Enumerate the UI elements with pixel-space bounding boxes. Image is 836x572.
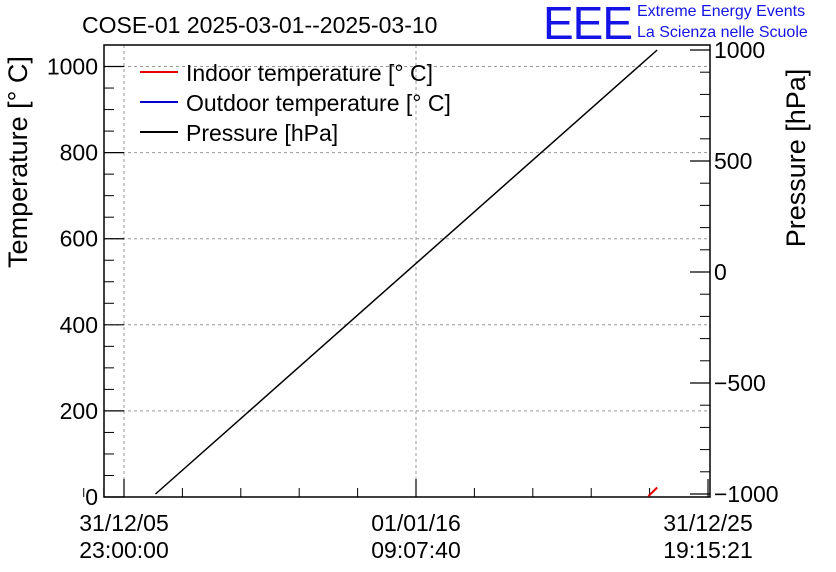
x-tick-label-time: 19:15:21 <box>663 537 753 563</box>
axis-labels: 0 200 400 600 800 1000 −1000 −500 0 500 1000 31/12/… <box>3 12 811 563</box>
legend-label: Outdoor temperature [° C] <box>186 90 451 116</box>
org-name-line2: La Scienza nelle Scuole <box>637 24 808 41</box>
axes <box>83 44 711 498</box>
chart-title: COSE-01 2025-03-01--2025-03-10 <box>82 12 437 38</box>
y-tick-label: 0 <box>85 484 98 510</box>
y-axis-label: Temperature [° C] <box>3 56 33 268</box>
org-name-line1: Extreme Energy Events <box>637 3 806 20</box>
x-tick-label-date: 31/12/05 <box>79 510 169 536</box>
x-tick-label-date: 01/01/16 <box>371 510 461 536</box>
legend: Indoor temperature [° C] Outdoor temperat… <box>140 60 451 146</box>
series-line <box>647 486 658 497</box>
plot-frame <box>103 44 711 498</box>
y2-tick-label: 500 <box>714 148 752 174</box>
x-tick-label-date: 31/12/25 <box>663 510 753 536</box>
legend-label: Pressure [hPa] <box>186 120 338 146</box>
y2-tick-label: 1000 <box>714 37 765 63</box>
series-layer <box>155 49 658 497</box>
x-tick-label-time: 23:00:00 <box>79 537 169 563</box>
y2-tick-label: −500 <box>714 370 766 396</box>
series-line <box>155 49 658 495</box>
y2-axis-label: Pressure [hPa] <box>781 69 811 248</box>
y-tick-label: 600 <box>60 226 98 252</box>
x-tick-label-time: 09:07:40 <box>371 537 461 563</box>
y2-tick-label: −1000 <box>714 481 779 507</box>
y-tick-label: 200 <box>60 398 98 424</box>
y-tick-label: 400 <box>60 312 98 338</box>
eee-logo: EEE <box>543 0 633 49</box>
legend-label: Indoor temperature [° C] <box>186 60 433 86</box>
y2-tick-label: 0 <box>714 259 727 285</box>
y-tick-label: 1000 <box>47 54 98 80</box>
grid <box>104 45 710 497</box>
y-tick-label: 800 <box>60 140 98 166</box>
